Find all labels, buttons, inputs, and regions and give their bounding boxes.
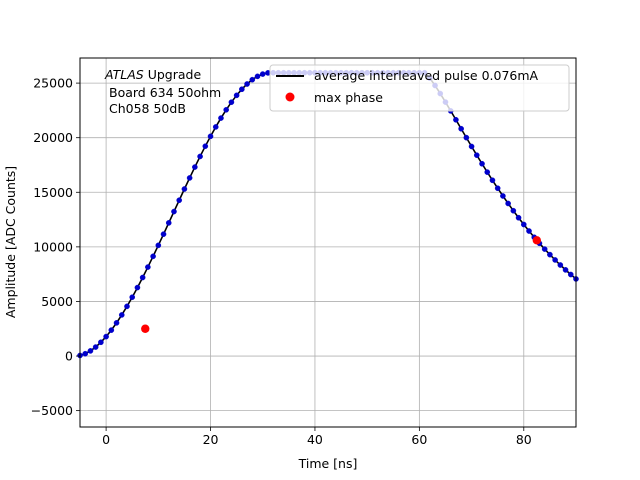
pulse-sample-point [468,143,475,150]
pulse-sample-point [113,320,120,326]
x-tick-label: 60 [411,432,427,447]
pulse-sample-point [526,228,532,234]
pulse-sample-point [494,185,501,192]
pulse-sample-point [108,327,115,333]
pulse-sample-point [520,221,527,228]
pulse-sample-point [479,160,485,167]
y-tick-label: 5000 [41,294,73,309]
pulse-sample-point [541,246,548,252]
max-phase-markers [141,236,542,333]
annotation: ATLAS Upgrade Board 634 50ohm Ch058 50dB [104,67,221,116]
pulse-sample-point [118,312,125,318]
pulse-sample-point [197,153,203,160]
pulse-sample-point [489,177,496,184]
legend-label-pulse: average interleaved pulse 0.076mA [314,68,539,83]
pulse-sample-point [165,220,172,226]
legend-box [269,64,570,112]
pulse-sample-point [515,214,522,221]
y-tick-label: 10000 [33,239,73,254]
pulse-sample-point [562,267,569,273]
plot-frame [79,57,577,428]
pulse-sample-point [218,115,224,121]
pulse-sample-point [124,303,130,310]
x-tick-label: 20 [203,432,219,447]
y-axis-title: Amplitude [ADC Counts] [3,166,18,318]
annotation-line-3: Ch058 50dB [109,101,186,116]
pulse-sample-point [239,86,245,93]
max-phase-point [141,324,150,333]
pulse-sample-point [207,133,214,140]
pulse-sample-point [129,294,136,301]
pulse-sample-point [233,92,240,99]
pulse-sample-point [155,242,162,249]
axis-ticks: 0 20 40 60 80 −5000 0 5000 10000 15000 20000 25000 [31,76,532,447]
pulse-sample-point [92,344,99,350]
legend-label-max-phase: max phase [314,90,383,105]
y-tick-label: 20000 [33,130,73,145]
x-tick-label: 0 [102,432,110,447]
pulse-sample-point [223,107,229,113]
pulse-sample-point [212,124,219,130]
pulse-sample-point [567,271,574,278]
max-phase-point [532,236,542,245]
x-tick-label: 40 [307,432,323,447]
pulse-sample-point [500,193,506,199]
pulse-sample-point [192,164,198,170]
pulse-sample-point [547,251,553,258]
grid-lines [80,58,576,427]
pulse-sample-point [259,71,266,77]
legend: average interleaved pulse 0.076mA max ph… [269,64,570,112]
pulse-sample-point [160,231,167,237]
pulse-sample-point [176,197,182,204]
legend-marker-swatch [285,92,295,102]
pulse-sample-point [228,99,235,106]
pulse-sample-point [82,350,89,357]
pulse-sample-point [181,186,188,192]
pulse-sample-point [171,208,177,215]
y-tick-label: 15000 [33,185,73,200]
pulse-sample-point [552,257,558,263]
pulse-sample-point [458,125,464,132]
pulse-sample-point [134,284,141,291]
pulse-sample-point [186,175,193,181]
x-tick-label: 80 [516,432,532,447]
pulse-sample-point [453,116,459,123]
pulse-sample-point [87,348,94,354]
pulse-sample-point [473,152,480,158]
pulse-sample-point [98,339,104,346]
y-tick-label: 25000 [33,76,73,91]
pulse-sample-point [145,264,151,270]
y-tick-label: 0 [65,349,73,364]
pulse-sample-point [505,200,511,207]
pulse-sample-point [484,169,491,175]
pulse-sample-point [557,262,564,268]
pulse-sample-point [244,81,250,87]
y-tick-label: −5000 [31,403,73,418]
annotation-line-1: ATLAS Upgrade [104,67,201,82]
pulse-sample-point [510,207,517,214]
pulse-sample-point [202,143,209,149]
pulse-sample-point [463,134,470,141]
pulse-sample-point [150,253,156,260]
pulse-sample-point [103,333,109,340]
pulse-sample-point [139,274,146,281]
pulse-sample-point [249,76,256,83]
pulse-sample-point [254,73,261,80]
annotation-line-2: Board 634 50ohm [109,85,221,100]
x-axis-title: Time [ns] [298,456,358,471]
